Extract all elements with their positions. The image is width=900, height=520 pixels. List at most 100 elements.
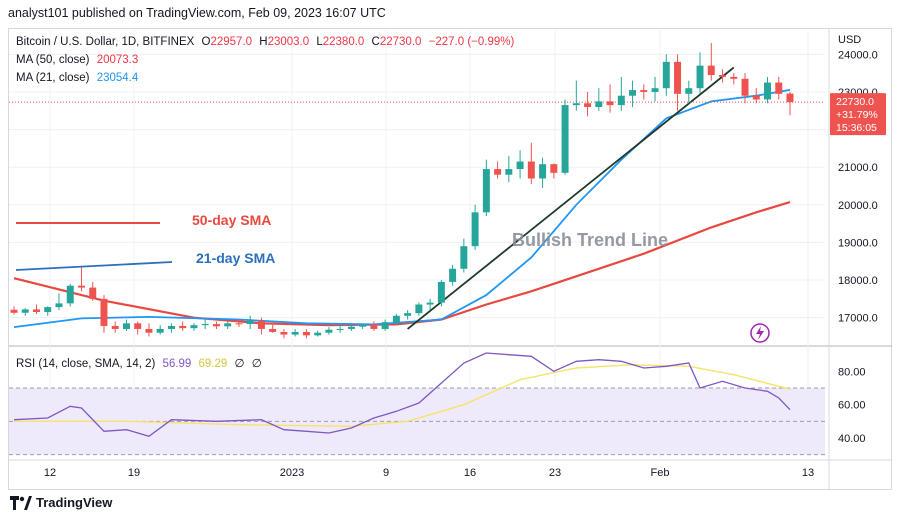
change-tag: +31.79% (836, 109, 878, 121)
candle-body (134, 323, 142, 329)
rsi-sma-line (14, 363, 791, 428)
candle-body (527, 161, 535, 179)
candle-body (539, 164, 547, 179)
x-tick-label: 2023 (280, 467, 304, 479)
candle-body (617, 95, 625, 106)
high-label: H (259, 36, 268, 48)
high-value: 23003.0 (267, 36, 310, 48)
candle-body (302, 331, 310, 336)
candle-body (66, 285, 74, 304)
candle-body (224, 323, 232, 327)
x-tick-label: 13 (802, 467, 814, 479)
candle-body (179, 325, 187, 329)
countdown-tag: 15:36:05 (836, 122, 877, 134)
open-value: 22957.0 (210, 36, 253, 48)
candle-body (606, 101, 614, 106)
symbol-legend: Bitcoin / U.S. Dollar, 1D, BITFINEX O229… (16, 36, 514, 48)
candle-body (291, 331, 299, 335)
sma21-key-line (15, 261, 173, 271)
y-tick-label: 19000.0 (838, 237, 878, 249)
candle-body (640, 90, 648, 92)
x-tick-label: 19 (128, 467, 140, 479)
candle-body (55, 303, 63, 308)
candle-body (449, 268, 457, 282)
candle-body (269, 328, 277, 332)
x-tick-label: 23 (549, 467, 561, 479)
candle-body (156, 328, 164, 333)
candle-body (696, 65, 704, 89)
candle-body (314, 332, 322, 336)
currency-label: USD (838, 34, 861, 46)
candle-body (707, 65, 715, 76)
x-tick-label: 12 (44, 467, 56, 479)
candle-body (167, 325, 175, 329)
candle-body (347, 326, 355, 329)
symbol-name: Bitcoin / U.S. Dollar, 1D, BITFINEX (16, 36, 195, 48)
candle-body (494, 169, 502, 175)
y-tick-label: 17000.0 (838, 313, 878, 325)
rsi-empty-1: ∅ (234, 358, 245, 370)
candle-body (786, 93, 794, 103)
candle-body (280, 331, 288, 335)
sma21-annotation: 21-day SMA (196, 250, 275, 266)
rsi-tick-label: 40.00 (838, 433, 866, 445)
candle-body (392, 315, 400, 323)
candle-body (505, 169, 513, 175)
candle-body (145, 328, 153, 333)
x-tick-label: Feb (651, 467, 670, 479)
candle-body (246, 320, 254, 325)
candle-body (212, 324, 220, 327)
candle-body (325, 329, 333, 333)
candle-body (471, 212, 479, 247)
brand[interactable]: TradingView (10, 495, 112, 510)
x-tick-label: 16 (464, 467, 476, 479)
rsi-line (13, 352, 791, 438)
candle-body (460, 246, 468, 269)
change-value: −227.0 (−0.99%) (428, 36, 515, 48)
candle-body (629, 90, 637, 96)
ma21-line (13, 89, 791, 328)
candle-body (415, 304, 423, 314)
candle-body (190, 325, 198, 329)
close-label: C (371, 36, 380, 48)
bullish-trend-line (407, 66, 735, 330)
ma21-legend: MA (21, close) 23054.4 (16, 72, 138, 84)
candle-body (404, 313, 412, 316)
sma50-annotation: 50-day SMA (192, 212, 271, 228)
rsi-label: RSI (14, close, SMA, 14, 2) (16, 358, 156, 370)
candle-body (77, 285, 85, 288)
rsi-empty-2: ∅ (251, 358, 262, 370)
candle-body (482, 169, 490, 213)
candle-body (359, 324, 367, 327)
close-value: 22730.0 (379, 36, 422, 48)
candle-body (10, 309, 18, 313)
low-label: L (316, 36, 323, 48)
candle-body (33, 309, 40, 313)
candle-body (764, 82, 771, 100)
candle-body (752, 95, 760, 100)
rsi-value: 56.99 (162, 358, 192, 370)
candle-body (437, 281, 445, 303)
candle-body (719, 75, 727, 77)
candle-body (730, 76, 738, 79)
brand-name: TradingView (36, 495, 113, 510)
candle-body (674, 61, 682, 94)
candle-body (516, 161, 524, 170)
candle-body (381, 322, 389, 329)
ma50-legend: MA (50, close) 20073.3 (16, 54, 138, 66)
tradingview-logo-icon (10, 495, 32, 510)
candle-body (257, 320, 265, 329)
candle-body (336, 328, 344, 330)
price-tag-box (830, 93, 886, 136)
y-tick-label: 24000.0 (838, 49, 878, 61)
badge-icon (750, 323, 770, 343)
low-value: 22380.0 (322, 36, 365, 48)
candle-body (100, 298, 108, 326)
candle-body (685, 88, 693, 94)
candle-body (44, 307, 52, 313)
candle-body (775, 82, 783, 94)
candle-body (561, 105, 569, 173)
badge-bolt-icon (756, 326, 764, 340)
candle-body (235, 323, 243, 325)
